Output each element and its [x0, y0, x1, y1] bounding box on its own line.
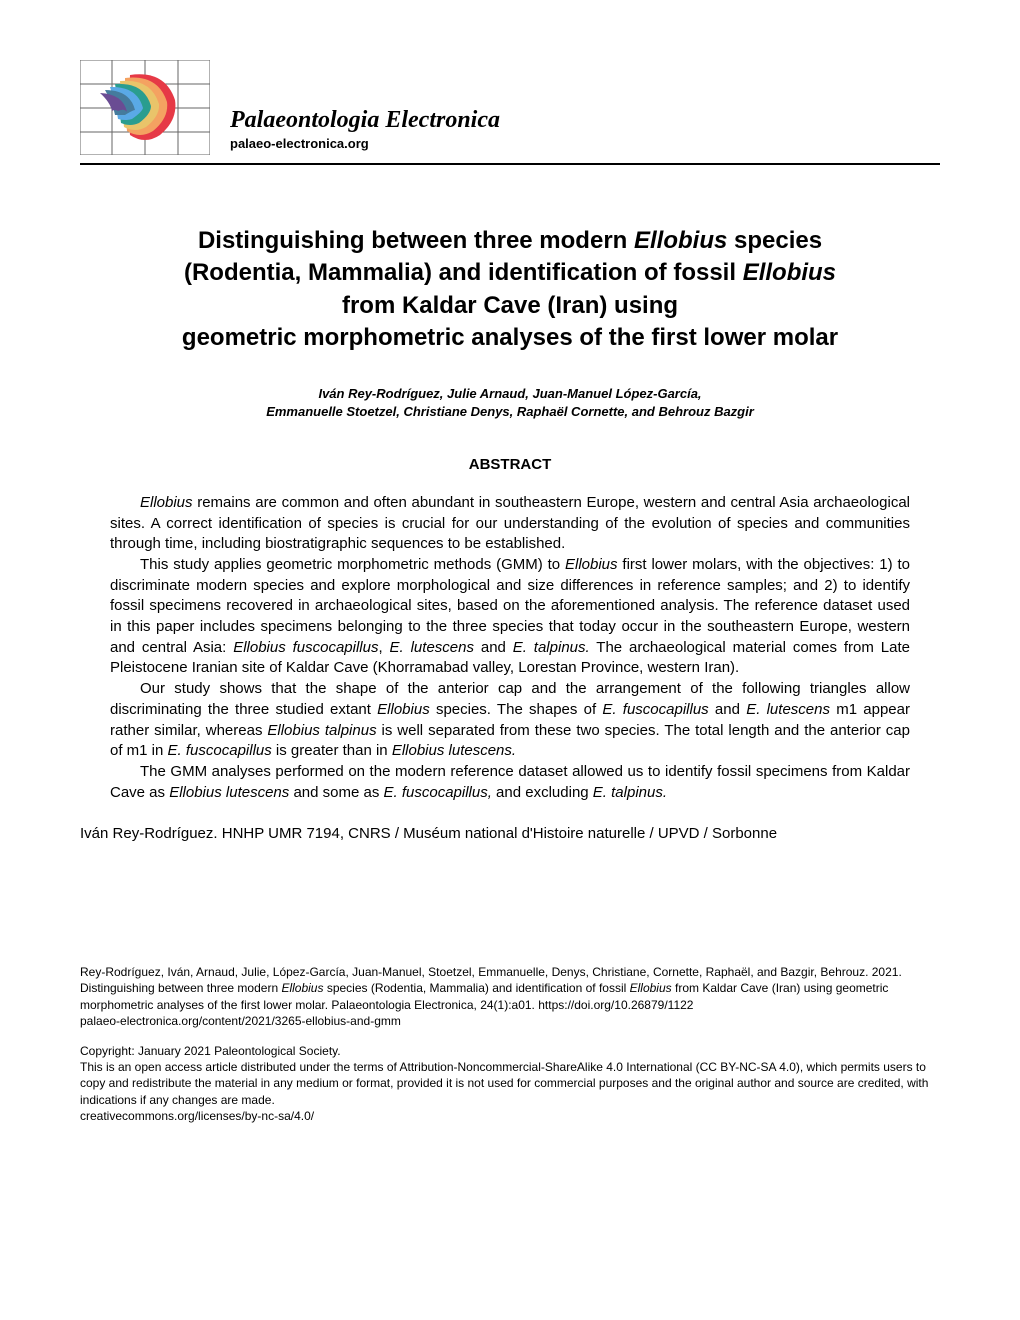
citation-url: palaeo-electronica.org/content/2021/3265…	[80, 1014, 401, 1028]
p2-i3: E. lutescens	[390, 639, 474, 656]
p3-i6: Ellobius lutescens.	[392, 742, 516, 759]
p3-i2: E. fuscocapillus	[602, 701, 708, 718]
abstract-p1-rest: remains are common and often abundant in…	[110, 494, 910, 552]
author-affiliation: Iván Rey-Rodríguez. HNHP UMR 7194, CNRS …	[80, 823, 940, 844]
title-italic-1: Ellobius	[634, 227, 727, 254]
p3-i3: E. lutescens	[746, 701, 830, 718]
p4-mid2: and excluding	[492, 784, 593, 801]
title-text-3: (Rodentia, Mammalia) and identification …	[184, 259, 743, 286]
abstract-heading: ABSTRACT	[80, 456, 940, 473]
abstract-p1-i: Ellobius	[140, 494, 193, 511]
p3-mid1: species. The shapes of	[430, 701, 603, 718]
footer: Rey-Rodríguez, Iván, Arnaud, Julie, Lópe…	[80, 964, 940, 1124]
title-italic-2: Ellobius	[743, 259, 836, 286]
article-title: Distinguishing between three modern Ello…	[80, 225, 940, 355]
p4-i2: E. fuscocapillus,	[384, 784, 492, 801]
journal-info: Palaeontologia Electronica palaeo-electr…	[230, 107, 500, 155]
citation-block: Rey-Rodríguez, Iván, Arnaud, Julie, Lópe…	[80, 964, 940, 1029]
journal-logo	[80, 60, 210, 155]
p2-i1: Ellobius	[565, 556, 618, 573]
p2-mid2: ,	[379, 639, 390, 656]
copyright-url: creativecommons.org/licenses/by-nc-sa/4.…	[80, 1109, 314, 1123]
authors-line-2: Emmanuelle Stoetzel, Christiane Denys, R…	[266, 404, 754, 419]
p3-mid5: is greater than in	[272, 742, 392, 759]
abstract-p1: Ellobius remains are common and often ab…	[110, 493, 910, 555]
abstract-body: Ellobius remains are common and often ab…	[110, 493, 910, 803]
copyright-block: Copyright: January 2021 Paleontological …	[80, 1043, 940, 1124]
p4-i1: Ellobius lutescens	[169, 784, 289, 801]
p4-mid1: and some as	[289, 784, 383, 801]
page-header: Palaeontologia Electronica palaeo-electr…	[80, 60, 940, 165]
p3-mid2: and	[709, 701, 747, 718]
logo-svg	[80, 60, 210, 155]
p2-pre: This study applies geometric morphometri…	[140, 556, 565, 573]
abstract-p2: This study applies geometric morphometri…	[110, 555, 910, 679]
p2-i4: E. talpinus.	[513, 639, 590, 656]
p3-i5: E. fuscocapillus	[168, 742, 272, 759]
title-text-4: from Kaldar Cave (Iran) using	[342, 292, 678, 319]
copyright-line1: Copyright: January 2021 Paleontological …	[80, 1044, 341, 1058]
p3-i4: Ellobius talpinus	[267, 722, 376, 739]
citation-i2: Ellobius	[630, 981, 672, 995]
title-text-5: geometric morphometric analyses of the f…	[182, 324, 838, 351]
citation-mid1: species (Rodentia, Mammalia) and identif…	[323, 981, 629, 995]
p4-i3: E. talpinus.	[593, 784, 667, 801]
journal-name: Palaeontologia Electronica	[230, 107, 500, 134]
title-text-2: species	[727, 227, 822, 254]
abstract-p3: Our study shows that the shape of the an…	[110, 679, 910, 762]
abstract-p4: The GMM analyses performed on the modern…	[110, 762, 910, 803]
copyright-line2: This is an open access article distribut…	[80, 1060, 928, 1106]
p2-mid3: and	[474, 639, 513, 656]
citation-i1: Ellobius	[281, 981, 323, 995]
p2-i2: Ellobius fuscocapillus	[233, 639, 378, 656]
title-text-1: Distinguishing between three modern	[198, 227, 634, 254]
authors-line-1: Iván Rey-Rodríguez, Julie Arnaud, Juan-M…	[318, 386, 701, 401]
authors: Iván Rey-Rodríguez, Julie Arnaud, Juan-M…	[80, 385, 940, 421]
journal-url: palaeo-electronica.org	[230, 136, 500, 151]
p3-i1: Ellobius	[377, 701, 430, 718]
